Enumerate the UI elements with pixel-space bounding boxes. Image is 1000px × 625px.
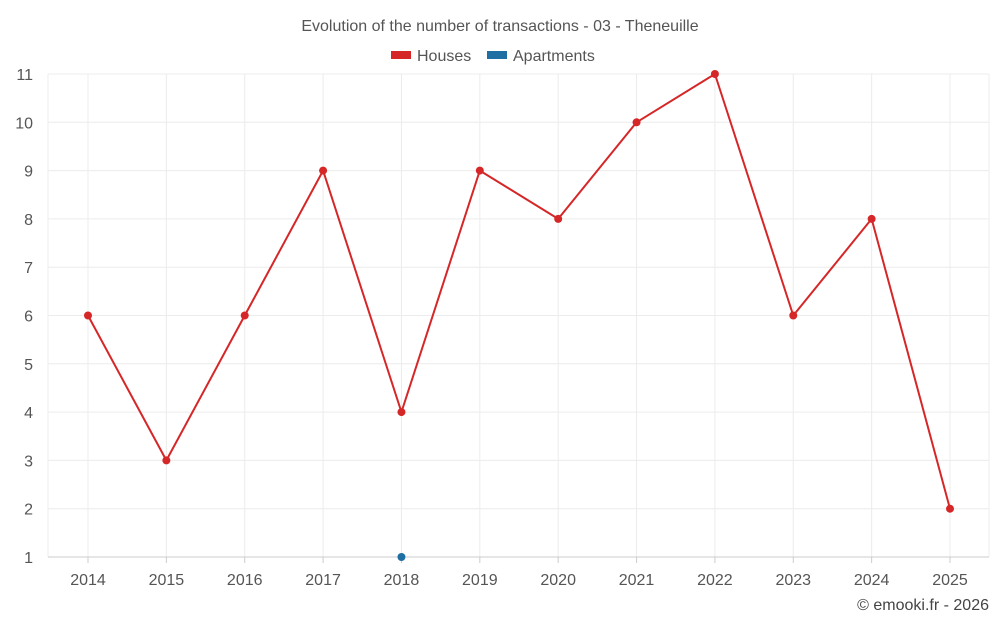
legend: Houses Apartments: [391, 48, 595, 65]
y-tick-label: 9: [24, 164, 33, 181]
x-tick-label: 2018: [384, 572, 420, 589]
chart-title: Evolution of the number of transactions …: [301, 18, 698, 35]
legend-label-houses[interactable]: Houses: [417, 48, 471, 65]
x-tick-label: 2025: [932, 572, 968, 589]
y-tick-label: 11: [16, 67, 33, 84]
data-point-houses[interactable]: [946, 504, 954, 513]
x-tick-label: 2015: [149, 572, 185, 589]
data-point-apartments[interactable]: [397, 553, 406, 561]
legend-label-apartments[interactable]: Apartments: [513, 48, 595, 65]
y-tick-label: 1: [24, 550, 33, 567]
data-point-houses[interactable]: [162, 456, 171, 465]
y-tick-label: 7: [24, 260, 33, 277]
grid: [47, 73, 990, 558]
x-tick-label: 2020: [540, 572, 576, 589]
legend-swatch-apartments: [487, 51, 507, 59]
x-tick-label: 2023: [775, 572, 811, 589]
series-lines: [87, 73, 951, 509]
series-points: [84, 70, 954, 561]
data-point-houses[interactable]: [632, 118, 641, 127]
y-tick-label: 6: [24, 309, 33, 326]
data-point-houses[interactable]: [867, 214, 876, 223]
x-tick-label: 2021: [619, 572, 655, 589]
x-tick-label: 2024: [854, 572, 890, 589]
y-tick-label: 5: [24, 357, 33, 374]
legend-swatch-houses: [391, 51, 411, 59]
data-point-houses[interactable]: [554, 214, 563, 223]
data-point-houses[interactable]: [397, 408, 406, 417]
data-point-houses[interactable]: [240, 311, 249, 320]
data-point-houses[interactable]: [710, 70, 719, 78]
y-tick-label: 8: [24, 212, 33, 229]
y-axis-ticks: 1 2 3 4 5 6 7 8 9 10 11: [15, 67, 33, 567]
y-tick-label: 10: [15, 115, 33, 132]
y-tick-label: 3: [24, 453, 33, 470]
x-tick-label: 2019: [462, 572, 498, 589]
x-tick-label: 2016: [227, 572, 263, 589]
series-line-houses: [87, 73, 951, 509]
x-tick-label: 2014: [70, 572, 106, 589]
x-tick-label: 2022: [697, 572, 733, 589]
y-tick-label: 2: [24, 502, 33, 519]
y-tick-label: 4: [24, 405, 33, 422]
data-point-houses[interactable]: [84, 311, 92, 320]
x-axis-ticks: 2014 2015 2016 2017 2018 2019 2020 2021 2022 2023…: [48, 556, 989, 589]
data-point-houses[interactable]: [319, 166, 328, 175]
credit-text: © emooki.fr - 2026: [857, 597, 989, 614]
data-point-houses[interactable]: [475, 166, 484, 175]
data-point-houses[interactable]: [789, 311, 798, 320]
x-tick-label: 2017: [305, 572, 341, 589]
